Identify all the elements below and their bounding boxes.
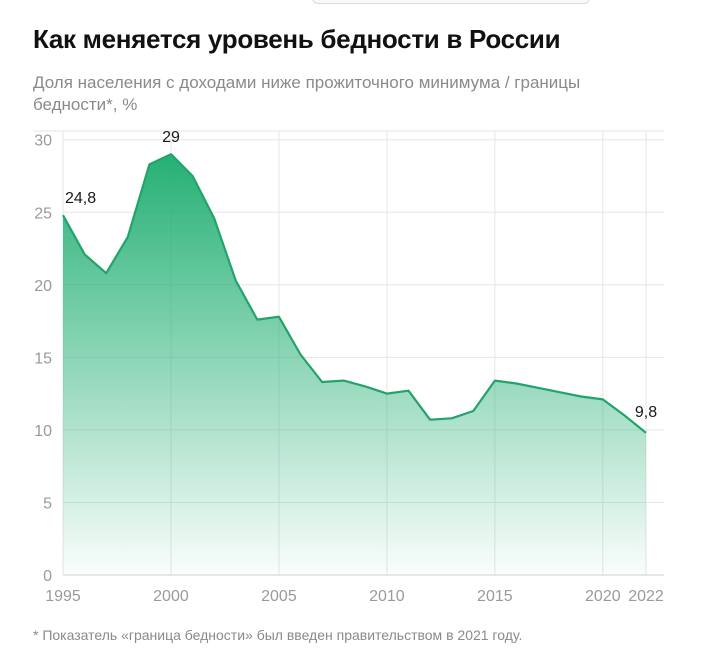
series-line [62,153,647,434]
x-tick-label: 2022 [628,588,664,605]
y-tick-label: 30 [34,133,52,150]
y-tick-label: 25 [34,205,52,222]
chart-subtitle: Доля населения с доходами ниже прожиточн… [33,73,581,114]
area-fill [63,154,646,575]
x-tick-label: 2005 [261,588,297,605]
y-tick-label: 0 [43,568,52,585]
y-tick-label: 20 [34,278,52,295]
chart-title: Как меняется уровень бедности в России [33,24,561,54]
data-label: 9,8 [635,404,657,421]
poverty-area-chart: 0 5 10 15 20 25 30 1995 2000 2005 2010 2015 2020 2022… [33,129,664,605]
y-tick-label: 10 [34,423,52,440]
y-tick-label: 5 [43,495,52,512]
footnote: * Показатель «граница бедности» был введ… [33,627,523,643]
x-tick-label: 2010 [369,588,405,605]
x-tick-label: 2015 [477,588,513,605]
y-tick-label: 15 [34,350,52,367]
x-tick-label: 2000 [153,588,189,605]
data-label: 29 [162,129,180,146]
data-label: 24,8 [65,190,96,207]
x-tick-label: 2020 [585,588,621,605]
x-tick-label: 1995 [45,588,81,605]
